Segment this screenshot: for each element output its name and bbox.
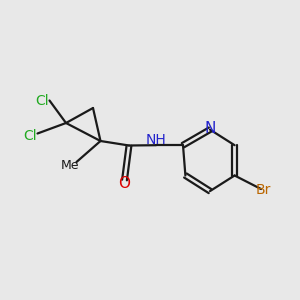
Text: Br: Br [256,184,271,197]
Text: O: O [118,176,130,190]
Text: N: N [204,121,216,136]
Text: Cl: Cl [35,94,49,108]
Text: Cl: Cl [23,130,37,143]
Text: NH: NH [146,133,167,146]
Text: Me: Me [61,159,80,172]
